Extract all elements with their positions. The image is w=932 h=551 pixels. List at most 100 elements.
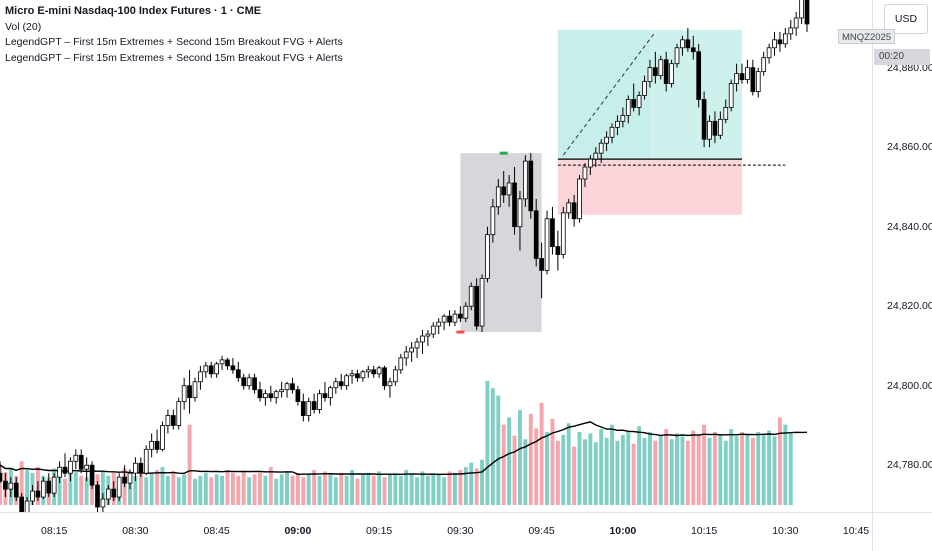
symbol-title[interactable]: Micro E-mini Nasdaq-100 Index Futures · … xyxy=(5,5,262,17)
volume-bar xyxy=(539,402,544,505)
volume-bar xyxy=(783,424,788,505)
candle-body xyxy=(430,325,436,335)
candle-body xyxy=(539,258,544,271)
volume-bar xyxy=(496,395,501,505)
candle-body xyxy=(788,27,794,35)
volume-bar xyxy=(582,439,587,505)
volume-bar xyxy=(415,477,419,505)
volume-bar xyxy=(209,477,214,505)
volume-bar xyxy=(19,461,24,505)
candle-body xyxy=(105,488,111,500)
candle-body xyxy=(208,365,214,375)
volume-bar xyxy=(263,475,268,505)
volume-bar xyxy=(214,474,219,505)
volume-bar xyxy=(734,436,739,505)
candle-body xyxy=(533,210,539,259)
volume-bar xyxy=(599,429,604,505)
volume-bar xyxy=(750,437,755,505)
volume-bar xyxy=(133,475,138,505)
volume-bar xyxy=(680,436,685,505)
candle-body xyxy=(252,377,257,391)
volume-bar xyxy=(485,380,490,505)
volume-bar xyxy=(252,474,257,505)
volume-bar xyxy=(404,469,409,505)
volume-bar xyxy=(761,434,766,505)
volume-bar xyxy=(306,474,311,505)
volume-bar xyxy=(637,426,642,505)
volume-bar xyxy=(258,472,262,505)
candle-body xyxy=(452,313,458,323)
extreme-high-marker xyxy=(499,151,508,155)
volume-bar xyxy=(241,471,246,505)
candle-body xyxy=(138,462,144,474)
candle-body xyxy=(403,351,409,359)
volume-bar xyxy=(225,469,230,505)
candle-body xyxy=(295,389,301,403)
volume-bar xyxy=(512,435,517,505)
candle-body xyxy=(371,369,377,375)
volume-bar xyxy=(339,472,344,505)
candle-body xyxy=(593,152,599,160)
fvg-zone xyxy=(557,159,743,215)
candle-body xyxy=(555,246,561,255)
volume-bar xyxy=(550,418,555,505)
candle-body xyxy=(653,67,658,77)
extreme-low-marker xyxy=(456,330,465,334)
candle-body xyxy=(717,118,723,136)
volume-bar xyxy=(171,471,176,505)
price-scale[interactable]: 24,880.00 24,860.00 24,840.00 24,820.00 24,8… xyxy=(872,0,932,512)
candle-body xyxy=(170,415,176,426)
volume-bar xyxy=(712,432,717,505)
candle-body xyxy=(365,369,371,373)
candle-body xyxy=(799,0,804,19)
volume-bar xyxy=(528,413,533,505)
volume-bar xyxy=(409,474,414,505)
candle-body xyxy=(149,440,155,450)
chart-canvas[interactable] xyxy=(0,0,872,512)
volume-indicator-label[interactable]: Vol (20) xyxy=(5,20,42,33)
candle-body xyxy=(355,373,360,379)
indicator-label-1[interactable]: LegendGPT – First 15m Extremes + Second … xyxy=(5,36,343,48)
candle-body xyxy=(436,321,442,327)
volume-bar xyxy=(25,469,30,505)
volume-bar xyxy=(723,440,728,505)
volume-bar xyxy=(176,477,181,505)
volume-bar xyxy=(285,471,290,505)
candle-body xyxy=(57,466,62,478)
time-axis[interactable]: 08:15 08:30 08:45 09:00 09:15 09:30 09:45 10:00… xyxy=(0,512,872,551)
candle-body xyxy=(263,393,268,399)
candle-body xyxy=(344,375,349,387)
candle-body xyxy=(620,114,626,122)
breakout-trend-dashed-line xyxy=(562,31,656,156)
candle-body xyxy=(604,136,609,144)
indicator-label-2[interactable]: LegendGPT – First 15m Extremes + Second … xyxy=(5,51,343,64)
volume-bar xyxy=(518,410,522,505)
candle-body xyxy=(550,218,555,247)
candle-body xyxy=(181,385,187,403)
candle-body xyxy=(696,51,702,100)
volume-bar xyxy=(647,432,652,505)
candle-body xyxy=(663,59,669,84)
volume-bar xyxy=(371,475,376,505)
volume-bar xyxy=(620,434,625,505)
volume-bar xyxy=(756,432,761,505)
volume-bar xyxy=(545,432,549,505)
volume-bar xyxy=(474,468,479,505)
candle-body xyxy=(506,182,512,196)
volume-bar xyxy=(100,471,105,505)
volume-bar xyxy=(149,472,154,505)
candle-body xyxy=(84,464,90,470)
volume-bar xyxy=(279,474,284,505)
volume-bar xyxy=(593,442,598,505)
volume-bar xyxy=(480,459,484,505)
chart-plot-area[interactable] xyxy=(0,0,872,512)
candle-body xyxy=(523,160,528,200)
candle-body xyxy=(235,369,241,379)
candle-body xyxy=(8,482,14,490)
volume-bar xyxy=(658,434,663,505)
time-axis-label: 10:30 xyxy=(772,525,799,537)
candle-body xyxy=(512,182,517,228)
volume-bar xyxy=(469,462,474,505)
candle-body xyxy=(447,315,452,323)
candle-body xyxy=(116,476,122,498)
